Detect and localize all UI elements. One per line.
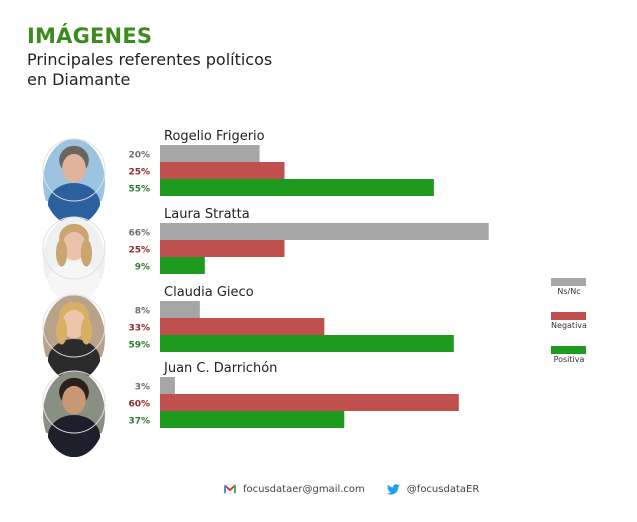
legend-label: Ns/Nc <box>557 287 580 296</box>
portrait-photo <box>42 294 106 382</box>
legend-swatch <box>551 278 586 286</box>
bar-nsnc <box>160 145 260 162</box>
bar-nsnc <box>160 223 489 240</box>
category-label: Laura Stratta <box>164 207 250 222</box>
page-subtitle: Principales referentes políticos en Diam… <box>27 50 273 89</box>
bar-positiva <box>160 257 205 274</box>
legend-swatch <box>551 346 586 354</box>
portrait-photo <box>42 370 106 458</box>
category-label: Claudia Gieco <box>164 285 254 300</box>
legend-label: Negativa <box>551 321 587 330</box>
legend-item: Negativa <box>551 312 587 330</box>
footer-twitter-text[interactable]: @focusdataER <box>406 483 480 495</box>
portrait-photo <box>42 138 106 226</box>
value-label: 66% <box>128 229 150 239</box>
legend-item: Ns/Nc <box>551 278 586 296</box>
bar-positiva <box>160 179 434 196</box>
value-label: 59% <box>128 341 150 351</box>
bar-negativa <box>160 240 285 257</box>
footer-email-text[interactable]: focusdataer@gmail.com <box>243 483 365 495</box>
portrait-photo <box>42 216 106 304</box>
value-label: 33% <box>128 324 150 334</box>
value-label: 60% <box>128 400 150 410</box>
legend-swatch <box>551 312 586 320</box>
value-label: 37% <box>128 417 150 427</box>
value-label: 20% <box>128 151 150 161</box>
bar-group: Laura Stratta 66% 25% 9% <box>42 207 489 304</box>
value-label: 9% <box>135 263 150 273</box>
bar-nsnc <box>160 301 200 318</box>
legend-item: Positiva <box>551 346 586 364</box>
value-label: 25% <box>128 168 150 178</box>
bar-negativa <box>160 162 285 179</box>
bar-nsnc <box>160 377 175 394</box>
value-label: 3% <box>135 383 150 393</box>
footer-twitter: @focusdataER <box>386 483 480 495</box>
category-label: Rogelio Frigerio <box>164 129 265 144</box>
page-title: IMÁGENES <box>27 24 153 48</box>
legend-label: Positiva <box>554 355 585 364</box>
bar-positiva <box>160 335 454 352</box>
value-label: 55% <box>128 185 150 195</box>
footer: focusdataer@gmail.com @focusdataER <box>224 481 479 497</box>
footer-email: focusdataer@gmail.com <box>224 484 365 495</box>
bar-negativa <box>160 318 325 335</box>
category-label: Juan C. Darrichón <box>163 361 277 376</box>
bar-group: Juan C. Darrichón 3% 60% 37% <box>42 361 459 458</box>
value-label: 8% <box>135 307 150 317</box>
horizontal-bar-chart: Rogelio Frigerio 20% 25% 55% Laura Stratta 66… <box>42 129 587 458</box>
twitter-icon <box>386 483 400 495</box>
value-label: 25% <box>128 246 150 256</box>
bar-positiva <box>160 411 345 428</box>
gmail-icon <box>224 484 236 494</box>
bar-negativa <box>160 394 459 411</box>
